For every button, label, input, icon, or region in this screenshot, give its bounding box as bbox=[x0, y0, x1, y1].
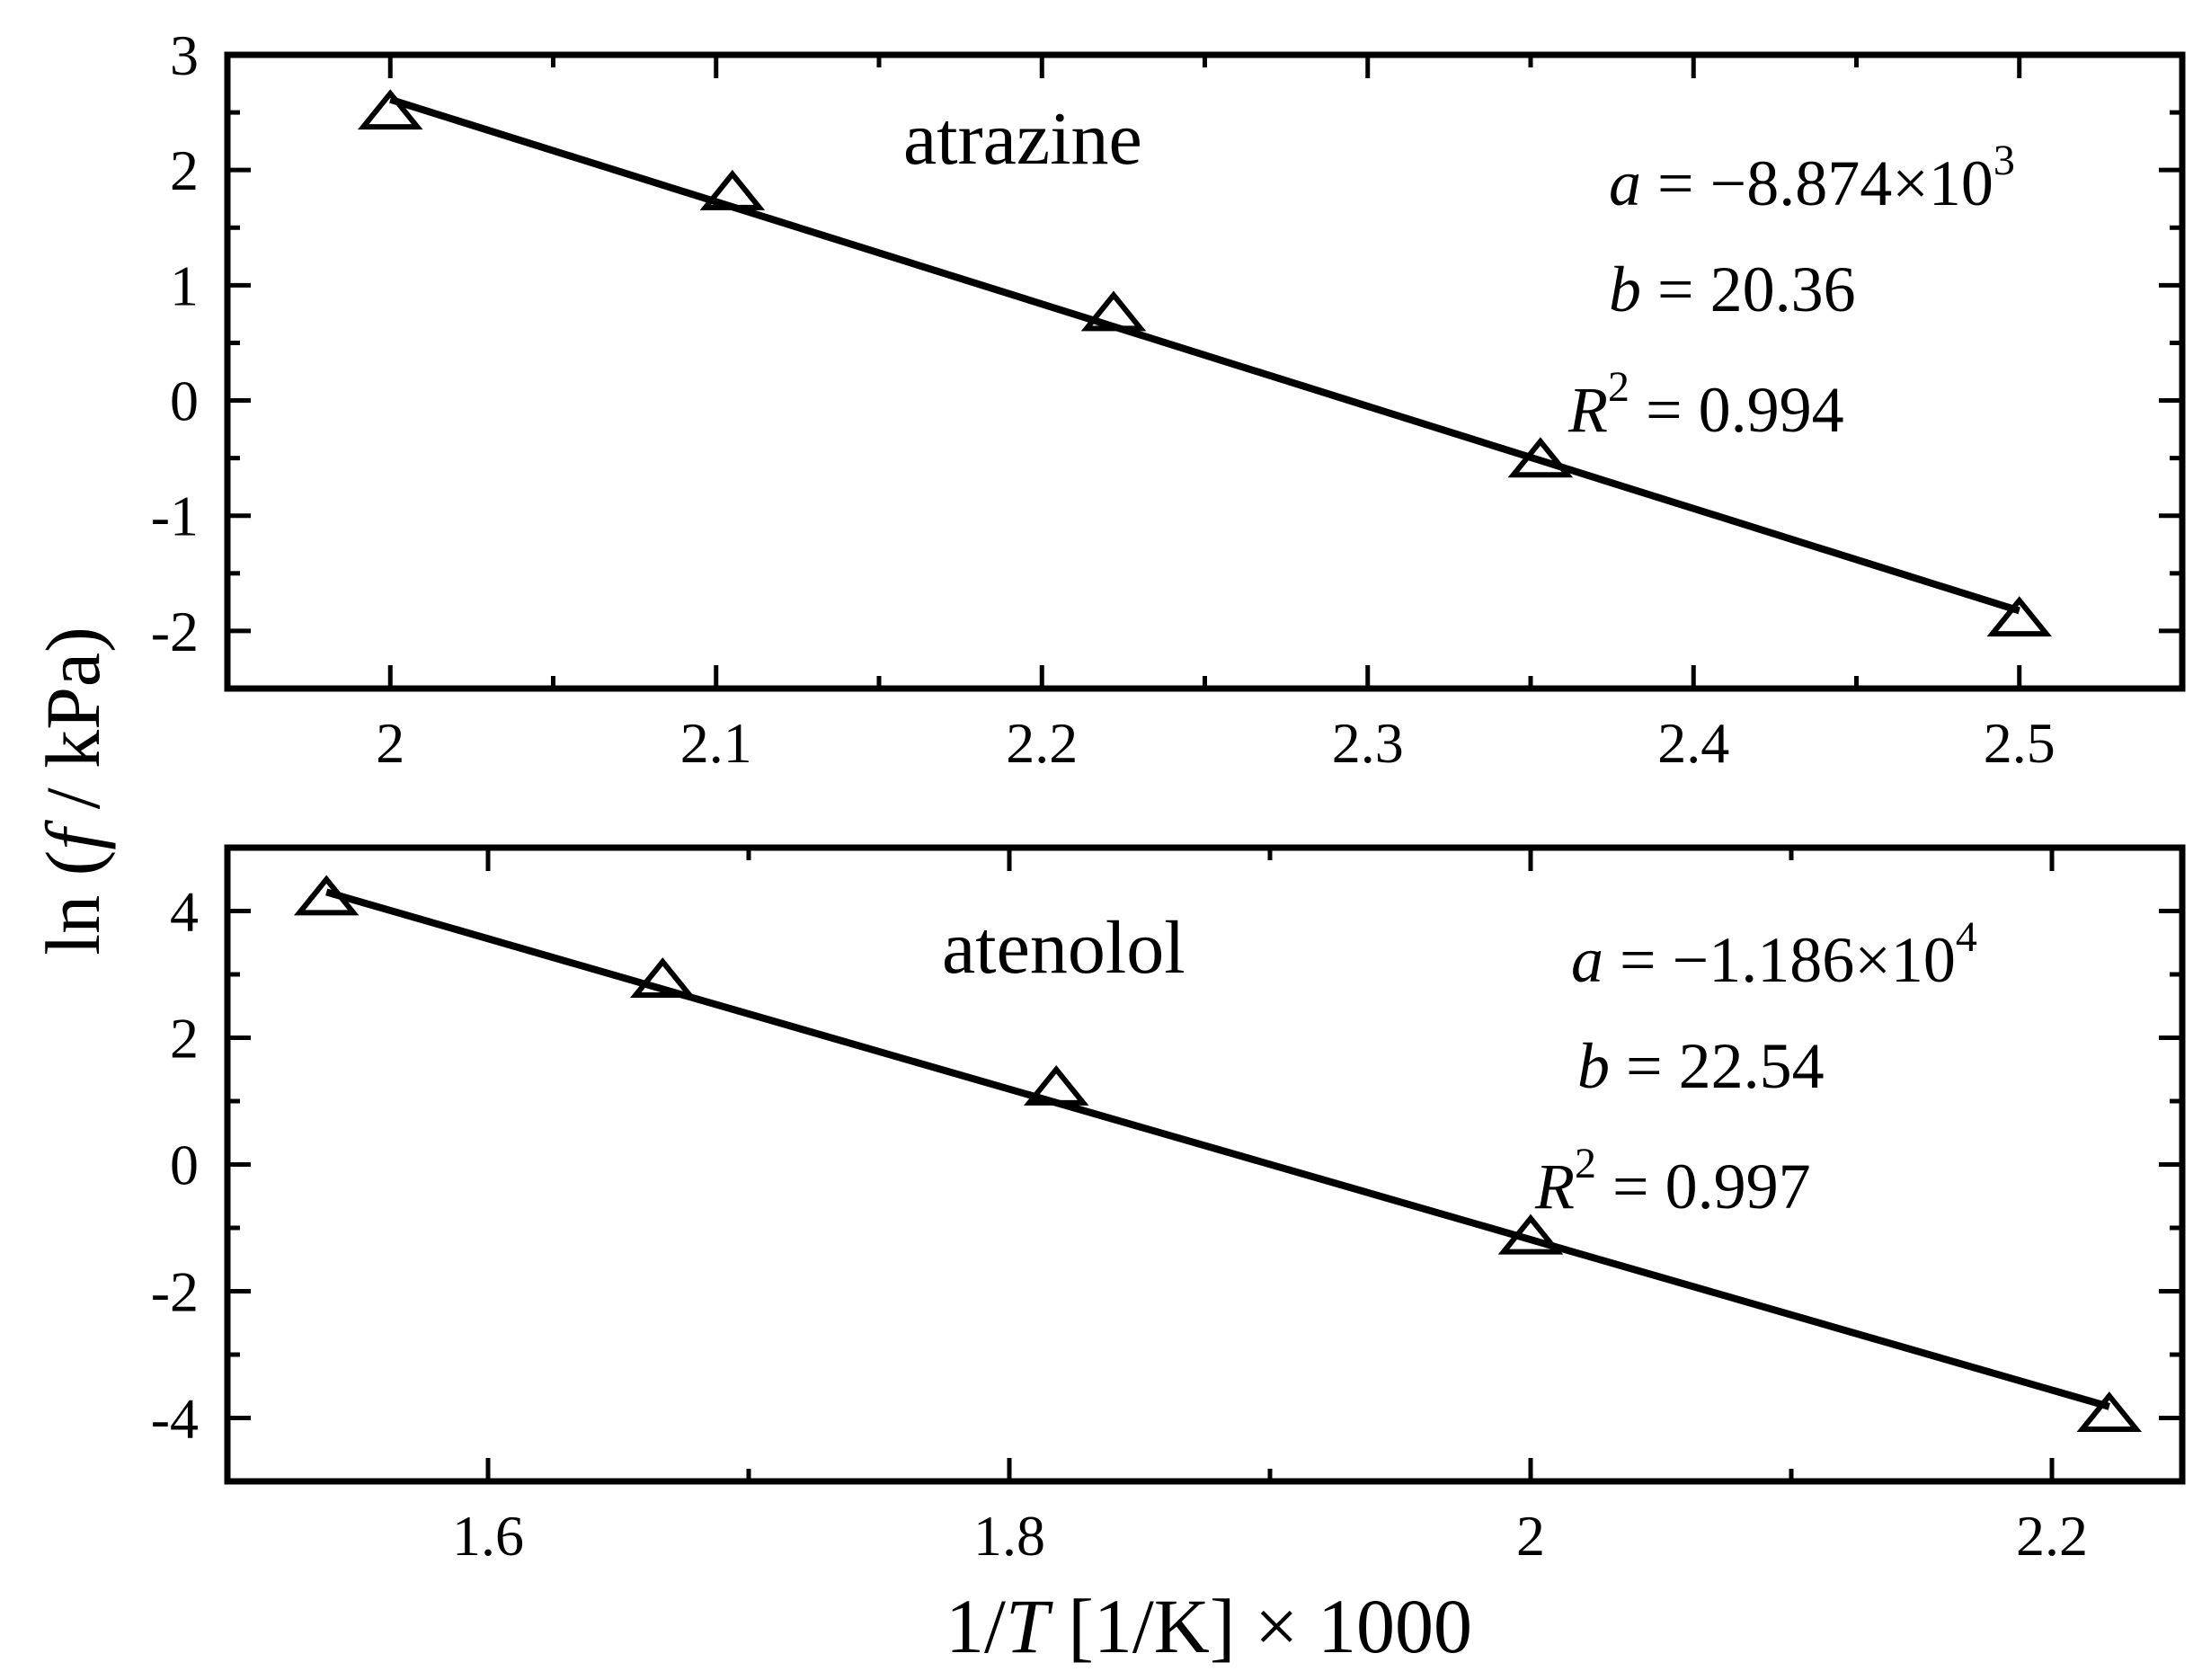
x-tick-label: 2.4 bbox=[1657, 711, 1729, 775]
y-tick-label: 0 bbox=[170, 369, 199, 433]
data-point bbox=[1080, 290, 1147, 332]
atrazine-r2-annotation: R2 = 0.994 bbox=[1567, 363, 1844, 446]
atrazine-fit-line bbox=[389, 95, 2020, 615]
fit-line bbox=[325, 888, 2110, 1410]
x-tick-label: 1.6 bbox=[452, 1504, 524, 1568]
x-tick-label: 2.2 bbox=[1006, 711, 1078, 775]
data-point bbox=[630, 957, 696, 999]
atenolol-ticks bbox=[227, 848, 2182, 1481]
atenolol-panel-label: atenolol bbox=[942, 906, 1185, 990]
data-point bbox=[357, 89, 423, 130]
x-axis-label: 1/T [1/K] × 1000 bbox=[946, 1583, 1472, 1669]
x-tick-label: 2.5 bbox=[1984, 711, 2056, 775]
atenolol-r2-annotation: R2 = 0.997 bbox=[1534, 1140, 1811, 1222]
data-point bbox=[1986, 596, 2053, 637]
panel-atenolol: 1.6 1.8 2 2.2 4 2 0 -2 -4 atenolol a = −1.186×10… bbox=[151, 844, 2186, 1569]
x-tick-label: 2.2 bbox=[2016, 1504, 2088, 1568]
x-tick-label: 2 bbox=[1516, 1504, 1545, 1568]
atenolol-a-annotation: a = −1.186×104 bbox=[1571, 913, 1977, 996]
y-tick-label: -2 bbox=[151, 1260, 199, 1324]
x-tick-label: 2.3 bbox=[1332, 711, 1404, 775]
y-tick-label: 4 bbox=[170, 880, 199, 944]
x-tick-label: 2 bbox=[376, 711, 404, 775]
data-point bbox=[1023, 1065, 1089, 1106]
atrazine-data-points bbox=[357, 89, 2053, 637]
data-point bbox=[2076, 1391, 2143, 1432]
atenolol-tick-labels: 1.6 1.8 2 2.2 4 2 0 -2 -4 bbox=[151, 880, 2088, 1569]
atrazine-b-annotation: b = 20.36 bbox=[1609, 253, 1856, 325]
data-point bbox=[1497, 1213, 1564, 1255]
y-tick-label: 1 bbox=[170, 253, 199, 317]
atrazine-panel-label: atrazine bbox=[903, 97, 1142, 181]
y-axis-label: ln (f / kPa) bbox=[30, 627, 116, 956]
atenolol-b-annotation: b = 22.54 bbox=[1577, 1030, 1825, 1102]
data-point bbox=[293, 875, 360, 916]
atrazine-axes-frame bbox=[224, 51, 2186, 692]
y-tick-label: -1 bbox=[151, 484, 199, 548]
atrazine-tick-labels: 2 2.1 2.2 2.3 2.4 2.5 3 2 1 0 -1 -2 bbox=[151, 23, 2056, 775]
y-tick-label: 0 bbox=[170, 1133, 199, 1197]
y-tick-label: 3 bbox=[170, 23, 199, 87]
y-tick-label: -4 bbox=[151, 1387, 199, 1451]
x-tick-label: 2.1 bbox=[680, 711, 752, 775]
fit-line bbox=[389, 95, 2020, 615]
atenolol-data-points bbox=[293, 875, 2143, 1432]
data-point bbox=[1507, 437, 1574, 478]
atenolol-axes-frame bbox=[224, 844, 2186, 1485]
data-point bbox=[699, 169, 766, 210]
y-tick-label: 2 bbox=[170, 1007, 199, 1071]
y-tick-label: 2 bbox=[170, 138, 199, 202]
atrazine-a-annotation: a = −8.874×103 bbox=[1609, 137, 2015, 219]
atenolol-fit-line bbox=[325, 888, 2110, 1410]
y-tick-label: -2 bbox=[151, 600, 199, 663]
panel-atrazine: 2 2.1 2.2 2.3 2.4 2.5 3 2 1 0 -1 -2 atrazine a = −8… bbox=[151, 23, 2186, 775]
x-tick-label: 1.8 bbox=[973, 1504, 1045, 1568]
